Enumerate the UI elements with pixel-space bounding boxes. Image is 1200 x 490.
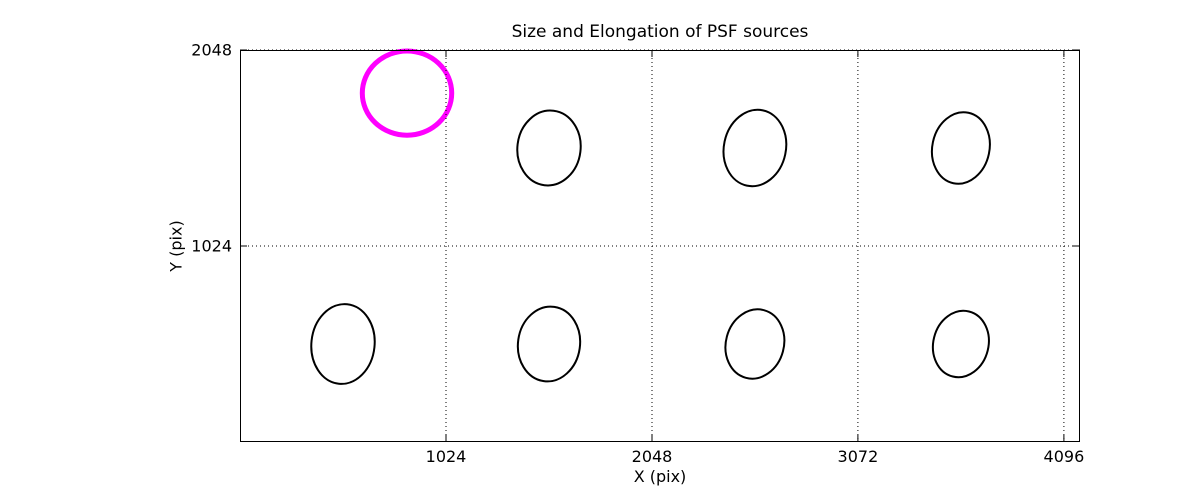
reference-circle: [359, 48, 455, 138]
y-tick-label: 2048: [191, 41, 232, 60]
x-tick-label: 1024: [426, 447, 467, 466]
x-tick-label: 2048: [632, 447, 673, 466]
psf-ellipse: [516, 305, 582, 383]
x-tick-label: 3072: [838, 447, 879, 466]
y-tick-label: 1024: [191, 237, 232, 256]
psf-ellipse: [722, 108, 788, 188]
x-tick-label: 4096: [1044, 447, 1085, 466]
chart-title: Size and Elongation of PSF sources: [511, 22, 809, 42]
psf-ellipse: [931, 309, 990, 379]
psf-ellipse: [724, 308, 786, 380]
psf-ellipse: [310, 303, 376, 385]
psf-ellipse: [516, 109, 582, 187]
x-axis-label: X (pix): [633, 467, 687, 486]
psf-ellipse: [930, 111, 991, 185]
